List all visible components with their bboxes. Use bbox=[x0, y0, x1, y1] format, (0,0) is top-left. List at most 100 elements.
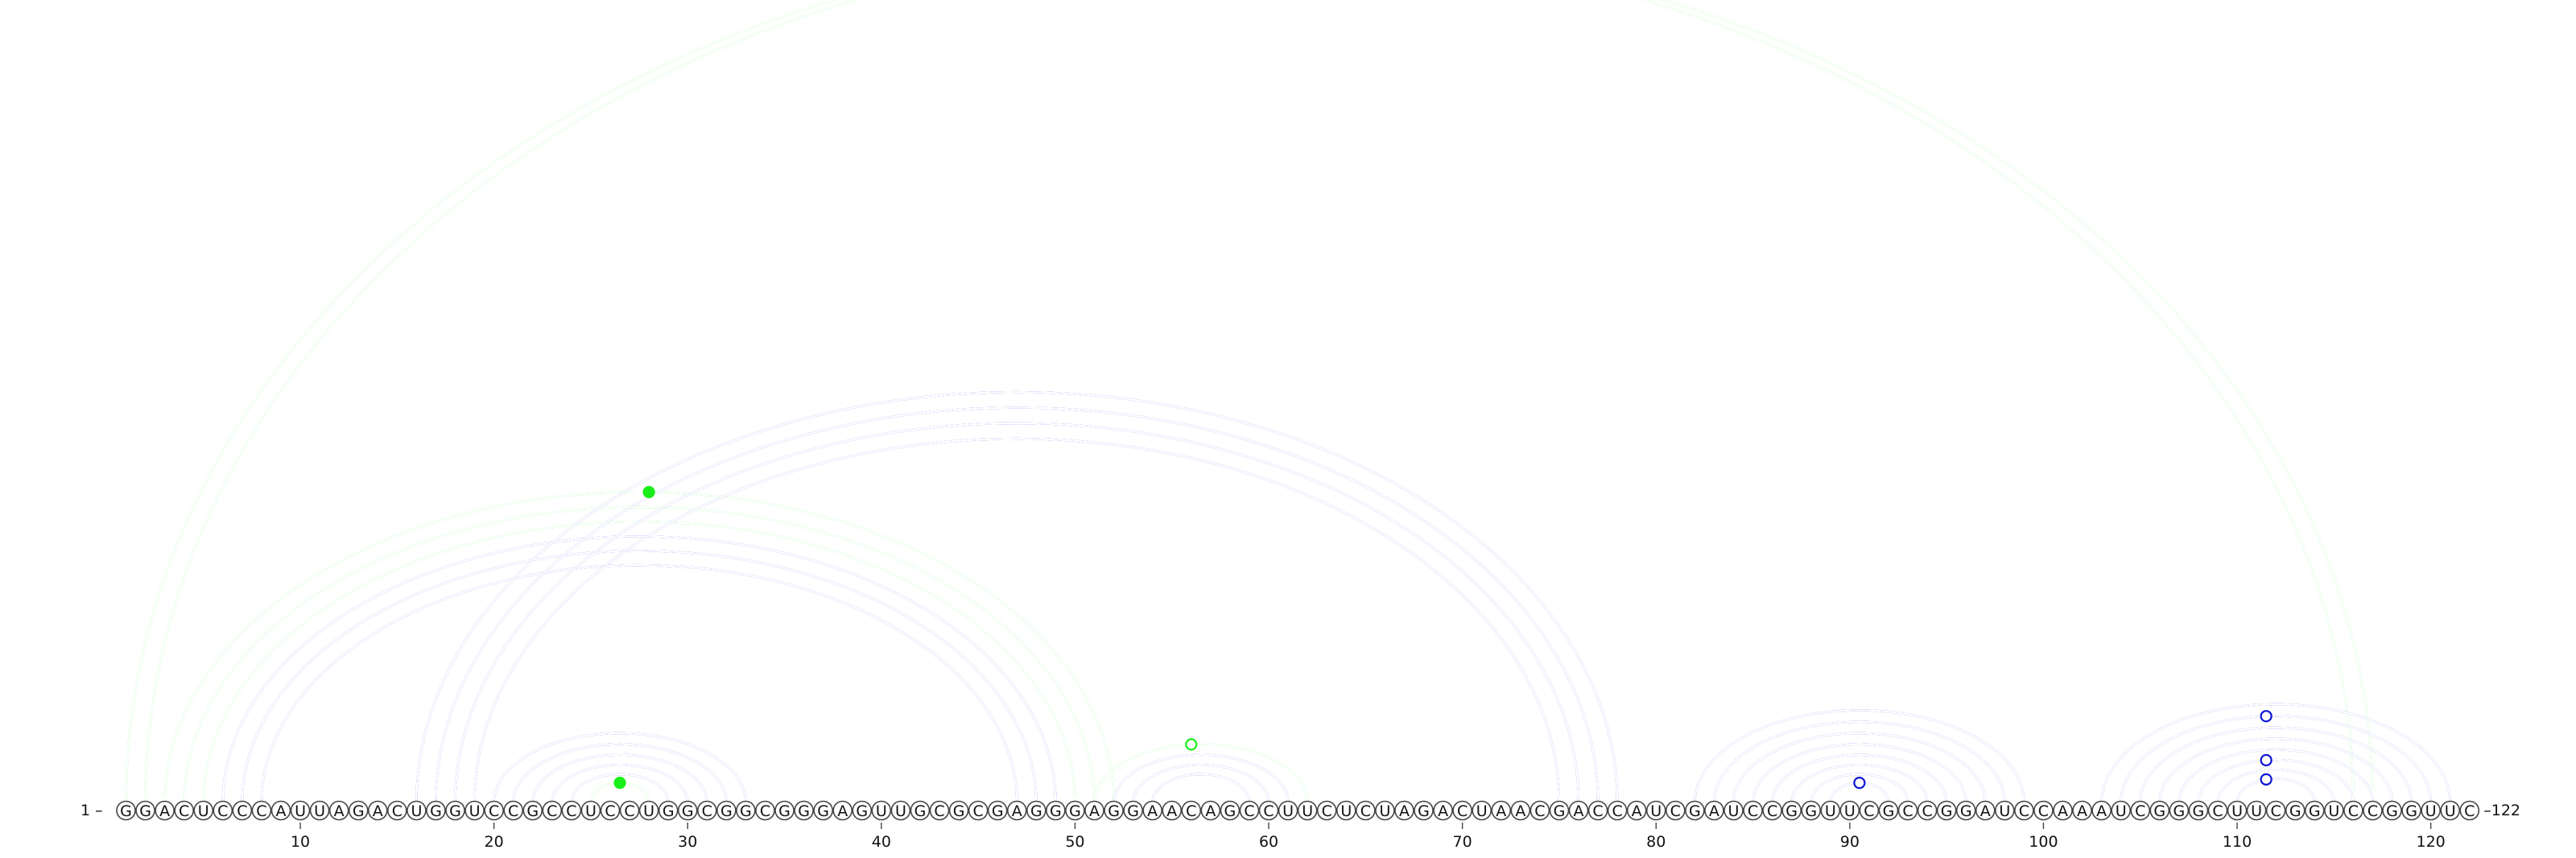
arc-gap-83-98 bbox=[1713, 720, 2006, 803]
arc-gap-2-117 bbox=[144, 0, 2374, 803]
arc-103-121 bbox=[2100, 703, 2451, 803]
nucleotide-90-circle bbox=[1839, 800, 1860, 821]
nucleotide-100-letter: C bbox=[2038, 802, 2049, 820]
nucleotide-19-letter: U bbox=[469, 802, 481, 820]
nucleotide-64-letter: U bbox=[1340, 802, 1352, 820]
nucleotide-8-circle bbox=[251, 800, 272, 821]
sequence-end-label: –122 bbox=[2483, 802, 2520, 819]
nucleotide-63-letter: C bbox=[1322, 802, 1332, 820]
loop-markers-layer bbox=[613, 485, 2273, 790]
arc-gap-6-49 bbox=[221, 535, 1057, 803]
arc-gap-54-59 bbox=[1151, 773, 1251, 803]
nucleotide-81-letter: C bbox=[1670, 802, 1681, 820]
arc-gap-22-31 bbox=[531, 753, 708, 803]
nucleotide-75-letter: G bbox=[1554, 802, 1566, 820]
tick-label-50: 50 bbox=[1065, 833, 1084, 851]
nucleotide-49-circle bbox=[1046, 800, 1066, 821]
arc-16-78 bbox=[415, 390, 1619, 803]
nucleotide-105-circle bbox=[2130, 800, 2151, 821]
nucleotide-115-letter: U bbox=[2328, 802, 2339, 820]
nucleotide-82-circle bbox=[1685, 800, 1705, 821]
arc-54-59 bbox=[1151, 773, 1251, 803]
nucleotide-104-circle bbox=[2111, 800, 2131, 821]
arc-107-117 bbox=[2178, 749, 2374, 803]
nucleotide-73-circle bbox=[1510, 800, 1531, 821]
nucleotide-97-circle bbox=[1975, 800, 1996, 821]
nucleotide-96-circle bbox=[1955, 800, 1976, 821]
nucleotide-103-circle bbox=[2091, 800, 2112, 821]
nucleotide-101-circle bbox=[2053, 800, 2073, 821]
nucleotide-50-letter: G bbox=[1069, 802, 1081, 820]
nucleotide-121-circle bbox=[2440, 800, 2460, 821]
arc-7-48 bbox=[241, 550, 1038, 803]
tick-label-70: 70 bbox=[1453, 833, 1472, 851]
nucleotide-95-letter: G bbox=[1941, 802, 1953, 820]
nucleotide-80-letter: U bbox=[1650, 802, 1662, 820]
nucleotide-46-circle bbox=[987, 800, 1008, 821]
nucleotide-84-letter: U bbox=[1728, 802, 1740, 820]
arc-gap-17-77 bbox=[435, 406, 1600, 803]
arc-gap-8-47 bbox=[260, 563, 1018, 803]
arc-52-61 bbox=[1113, 753, 1290, 803]
tick-label-100: 100 bbox=[2029, 833, 2058, 851]
nucleotide-96-letter: G bbox=[1960, 802, 1972, 820]
nucleotide-81-circle bbox=[1666, 800, 1686, 821]
nucleotide-91-circle bbox=[1859, 800, 1880, 821]
nucleotide-4-circle bbox=[174, 800, 194, 821]
nucleotide-70-letter: C bbox=[1457, 802, 1468, 820]
nucleotide-10-circle bbox=[290, 800, 311, 821]
tick-label-110: 110 bbox=[2223, 833, 2252, 851]
arc-gap-109-115 bbox=[2216, 769, 2335, 803]
arc-1-116 bbox=[125, 0, 2355, 803]
nucleotide-58-letter: G bbox=[1224, 802, 1236, 820]
nucleotide-90-letter: U bbox=[1844, 802, 1856, 820]
arc-gap-21-32 bbox=[512, 743, 728, 803]
nucleotide-74-letter: C bbox=[1534, 802, 1545, 820]
nucleotide-78-letter: C bbox=[1612, 802, 1622, 820]
arc-gap-52-61 bbox=[1113, 753, 1290, 803]
nucleotide-116-circle bbox=[2343, 800, 2363, 821]
nucleotide-121-letter: U bbox=[2445, 802, 2456, 820]
nucleotide-1-letter: G bbox=[120, 802, 132, 820]
nucleotide-50-circle bbox=[1065, 800, 1085, 821]
arc-gap-7-48 bbox=[241, 550, 1038, 803]
nucleotide-27-circle bbox=[619, 800, 640, 821]
nucleotide-99-letter: C bbox=[2019, 802, 2029, 820]
nucleotide-38-circle bbox=[832, 800, 853, 821]
nucleotide-80-circle bbox=[1645, 800, 1666, 821]
tick-label-60: 60 bbox=[1259, 833, 1278, 851]
arc-gap-20-33 bbox=[493, 732, 747, 803]
arc-gap-53-60 bbox=[1132, 764, 1270, 803]
nucleotide-98-circle bbox=[1995, 800, 2015, 821]
nucleotide-77-letter: C bbox=[1592, 802, 1603, 820]
nucleotide-59-letter: C bbox=[1244, 802, 1254, 820]
nucleotide-3-circle bbox=[155, 800, 175, 821]
arc-110-114 bbox=[2235, 778, 2316, 803]
nucleotide-63-circle bbox=[1316, 800, 1337, 821]
nucleotide-94-letter: C bbox=[1922, 802, 1932, 820]
arc-gap-86-95 bbox=[1771, 753, 1948, 803]
nucleotide-32-letter: G bbox=[720, 802, 733, 820]
nucleotide-94-circle bbox=[1917, 800, 1938, 821]
nucleotide-76-circle bbox=[1568, 800, 1589, 821]
nucleotide-36-circle bbox=[794, 800, 814, 821]
nucleotide-78-circle bbox=[1607, 800, 1628, 821]
nucleotide-85-circle bbox=[1743, 800, 1763, 821]
nucleotide-46-letter: G bbox=[992, 802, 1004, 820]
nucleotide-16-circle bbox=[407, 800, 427, 821]
nucleotide-48-circle bbox=[1026, 800, 1046, 821]
nucleotide-122-circle bbox=[2459, 800, 2480, 821]
nucleotide-15-circle bbox=[387, 800, 407, 821]
nucleotide-49-letter: G bbox=[1050, 802, 1062, 820]
nucleotide-29-letter: G bbox=[663, 802, 675, 820]
tick-label-10: 10 bbox=[291, 833, 310, 851]
nucleotide-21-letter: C bbox=[508, 802, 518, 820]
nucleotide-72-circle bbox=[1491, 800, 1512, 821]
nucleotide-30-circle bbox=[677, 800, 698, 821]
nucleotide-105-letter: C bbox=[2135, 802, 2145, 820]
nucleotide-95-circle bbox=[1936, 800, 1957, 821]
nucleotide-19-circle bbox=[464, 800, 485, 821]
nucleotide-28-letter: U bbox=[643, 802, 654, 820]
nucleotide-43-circle bbox=[929, 800, 950, 821]
nucleotide-119-letter: G bbox=[2405, 802, 2417, 820]
